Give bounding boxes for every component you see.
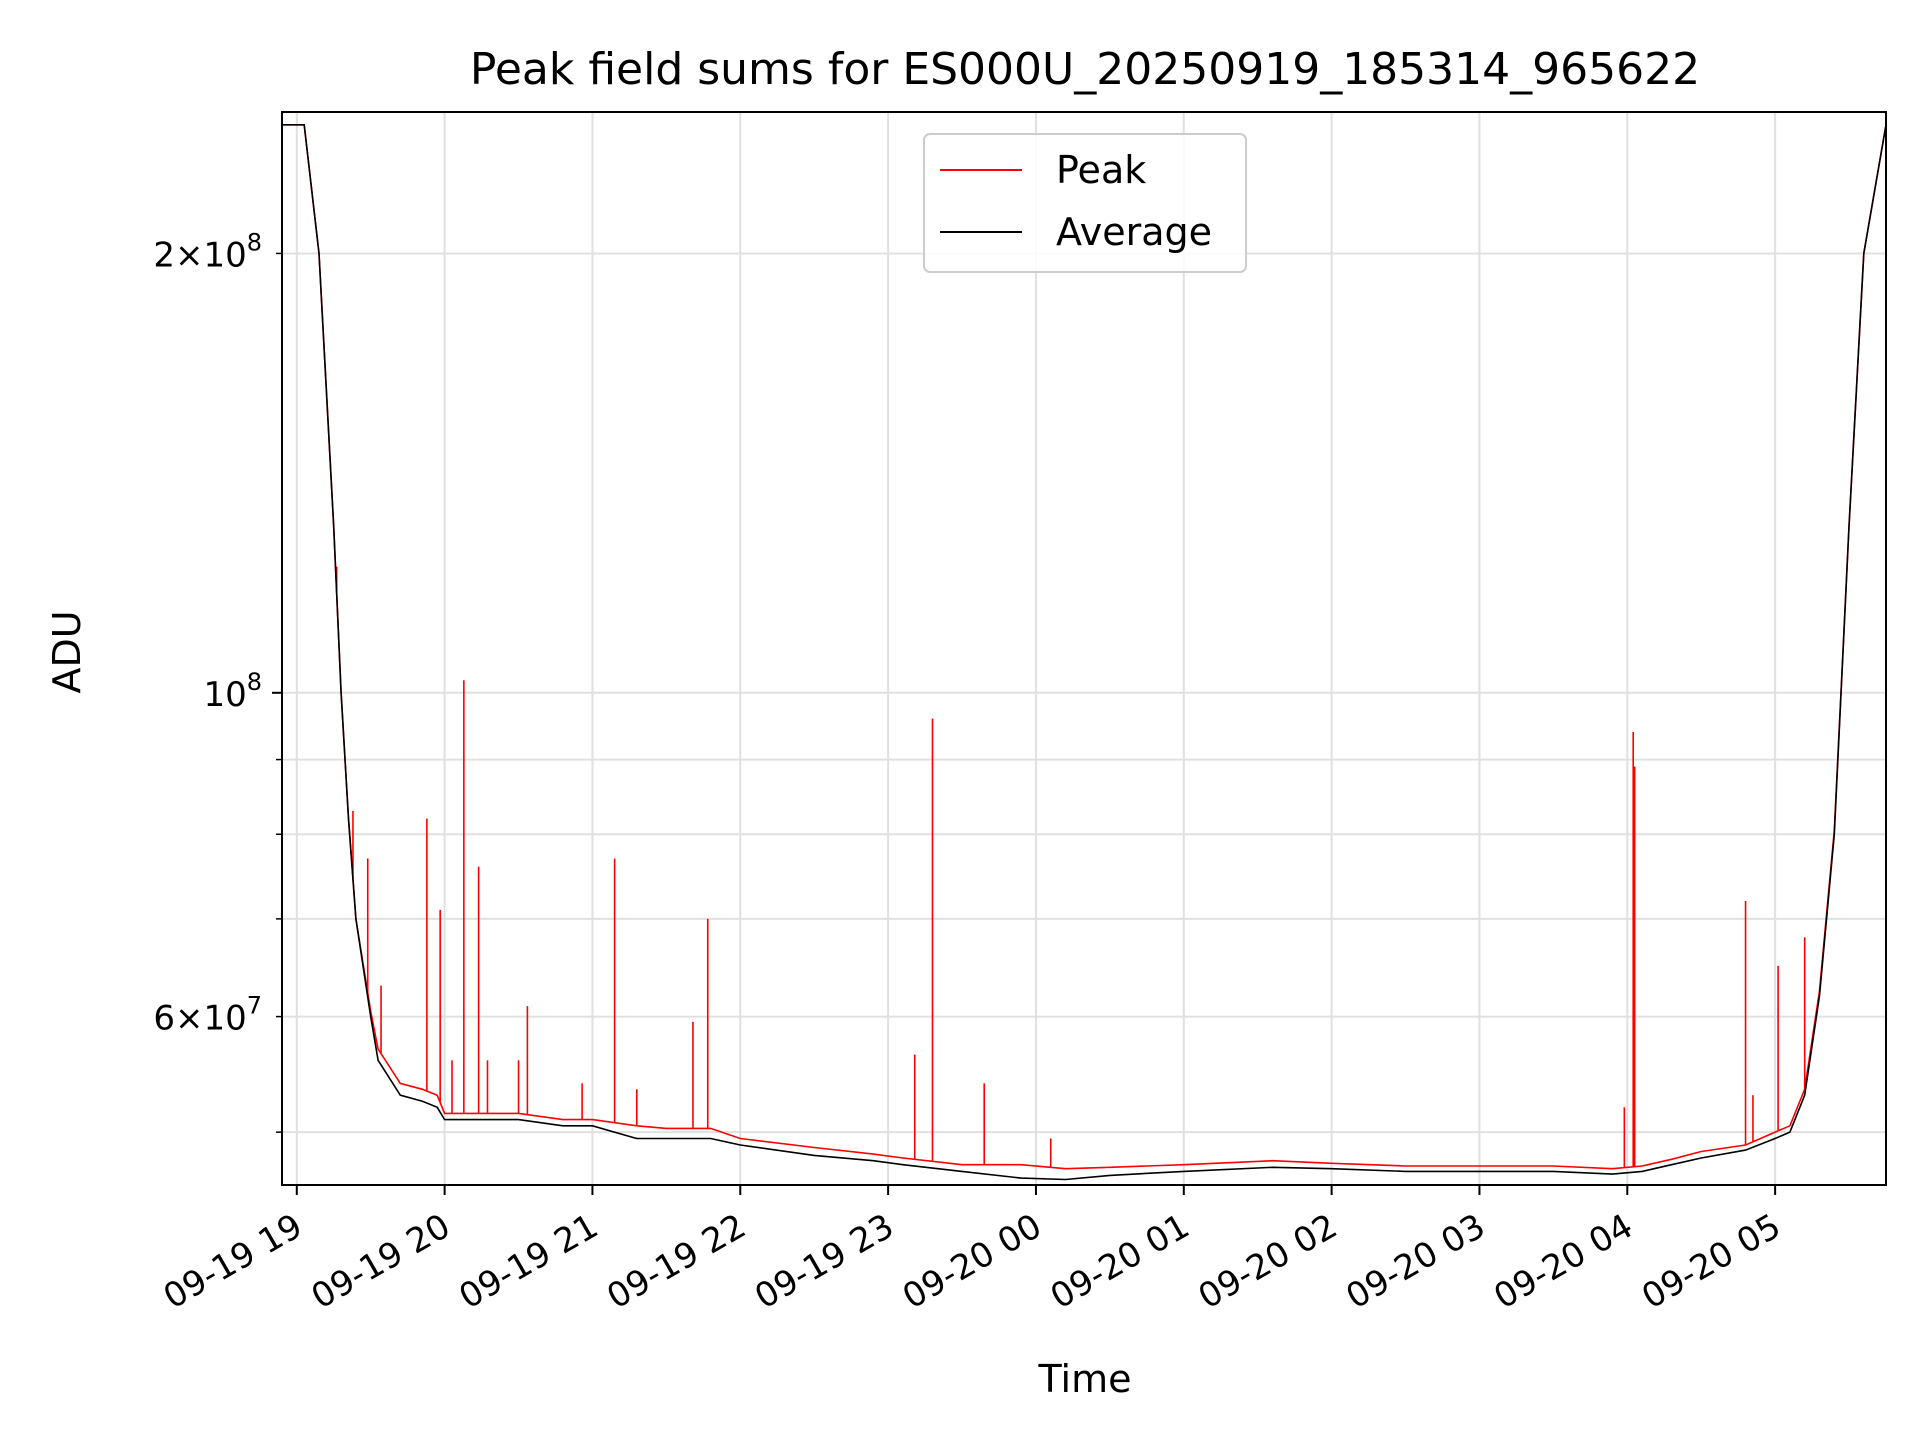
y-tick-times: ×: [175, 999, 204, 1039]
y-axis-label: ADU: [45, 610, 89, 693]
y-tick-label: 2×108: [153, 228, 262, 275]
legend-label-peak: Peak: [1056, 148, 1146, 192]
y-tick-exponent: 7: [247, 992, 262, 1020]
plot-frame: [281, 111, 1887, 1186]
legend: Peak Average: [923, 133, 1247, 273]
y-tick-label: 6×107: [153, 992, 262, 1039]
grid: [282, 112, 1886, 1185]
series-line-average: [282, 124, 1886, 1181]
y-tick-base: 10: [203, 675, 246, 715]
series-line-peak: [282, 124, 1886, 1170]
chart-title: Peak field sums for ES000U_20250919_1853…: [470, 44, 1700, 95]
legend-label-average: Average: [1056, 210, 1212, 254]
y-tick-exponent: 8: [247, 668, 262, 696]
plot-area: [282, 124, 1886, 1181]
y-tick-times: ×: [175, 235, 204, 275]
y-tick-coef: 6: [153, 999, 175, 1039]
y-tick-coef: 2: [153, 235, 175, 275]
legend-box: [923, 133, 1247, 273]
y-tick-label: 108: [203, 668, 262, 715]
y-tick-exponent: 8: [247, 228, 262, 256]
series-layer: [282, 124, 1886, 1181]
x-axis-label: Time: [1038, 1357, 1132, 1401]
y-tick-base: 10: [203, 235, 246, 275]
y-tick-base: 10: [203, 999, 246, 1039]
